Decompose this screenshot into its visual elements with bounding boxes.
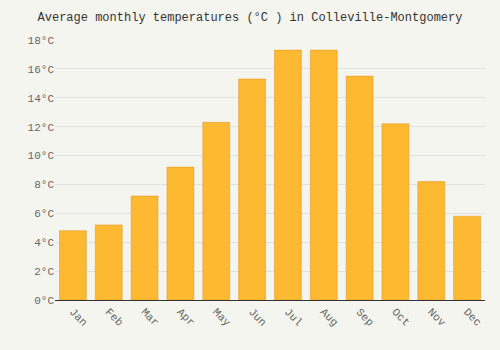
svg-text:12°C: 12°C [28, 122, 55, 134]
svg-text:0°C: 0°C [34, 295, 54, 307]
svg-text:Feb: Feb [103, 306, 125, 328]
svg-text:Aug: Aug [318, 306, 340, 328]
svg-text:Mar: Mar [139, 306, 161, 328]
svg-text:Sep: Sep [354, 306, 376, 328]
svg-text:Dec: Dec [461, 306, 483, 328]
svg-text:Nov: Nov [425, 306, 448, 329]
svg-text:Average monthly temperatures (: Average monthly temperatures (°C ) in Co… [38, 11, 463, 25]
svg-text:16°C: 16°C [28, 64, 55, 76]
svg-text:May: May [210, 306, 233, 329]
svg-text:Jan: Jan [67, 306, 89, 328]
svg-text:18°C: 18°C [28, 35, 55, 47]
svg-text:6°C: 6°C [34, 208, 54, 220]
svg-text:Oct: Oct [389, 306, 411, 328]
svg-text:Jul: Jul [282, 306, 304, 328]
svg-text:2°C: 2°C [34, 266, 54, 278]
svg-text:8°C: 8°C [34, 179, 54, 191]
svg-text:Jun: Jun [246, 306, 268, 328]
svg-text:Apr: Apr [174, 306, 196, 328]
svg-text:14°C: 14°C [28, 93, 55, 105]
svg-text:10°C: 10°C [28, 150, 55, 162]
svg-text:4°C: 4°C [34, 237, 54, 249]
